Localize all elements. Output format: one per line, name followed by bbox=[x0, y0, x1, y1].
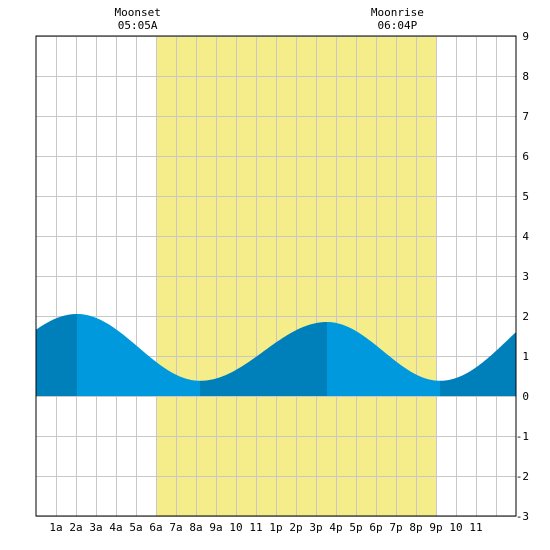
tide-layer bbox=[36, 314, 516, 396]
x-tick-label: 7a bbox=[169, 521, 182, 534]
moon-event-label: Moonset bbox=[114, 6, 160, 19]
x-tick-label: 10 bbox=[229, 521, 242, 534]
x-tick-label: 8p bbox=[409, 521, 422, 534]
x-tick-label: 11 bbox=[469, 521, 482, 534]
moon-event-label: Moonrise bbox=[371, 6, 424, 19]
x-tick-label: 2a bbox=[69, 521, 82, 534]
moon-event-time: 06:04P bbox=[377, 19, 417, 32]
x-tick-label: 4a bbox=[109, 521, 122, 534]
y-tick-label: 6 bbox=[522, 150, 529, 163]
y-tick-label: 0 bbox=[522, 390, 529, 403]
x-tick-label: 6a bbox=[149, 521, 162, 534]
x-tick-label: 8a bbox=[189, 521, 202, 534]
y-tick-label: 4 bbox=[522, 230, 529, 243]
y-tick-label: -2 bbox=[516, 470, 529, 483]
x-tick-label: 10 bbox=[449, 521, 462, 534]
x-tick-label: 7p bbox=[389, 521, 402, 534]
y-tick-label: 3 bbox=[522, 270, 529, 283]
x-tick-label: 9p bbox=[429, 521, 442, 534]
moon-event-time: 05:05A bbox=[118, 19, 158, 32]
grid-layer bbox=[36, 36, 516, 517]
y-tick-labels: -3 -2 -1 0 1 2 3 4 5 6 7 8 9 bbox=[516, 30, 530, 523]
y-tick-label: 5 bbox=[522, 190, 529, 203]
x-tick-label: 1p bbox=[269, 521, 282, 534]
tide-area-falling bbox=[77, 314, 200, 396]
x-tick-label: 3a bbox=[89, 521, 102, 534]
tide-area-rising bbox=[440, 332, 516, 396]
y-tick-label: 9 bbox=[522, 30, 529, 43]
x-tick-label: 9a bbox=[209, 521, 222, 534]
y-tick-label: 2 bbox=[522, 310, 529, 323]
y-tick-label: 7 bbox=[522, 110, 529, 123]
x-tick-label: 1a bbox=[49, 521, 62, 534]
x-tick-label: 5a bbox=[129, 521, 142, 534]
y-tick-label: 1 bbox=[522, 350, 529, 363]
x-tick-labels: 1a 2a 3a 4a 5a 6a 7a 8a 9a 10 11 1p 2p 3p 4p 5p 6p 7p 8p 9p… bbox=[49, 521, 482, 534]
plot-border bbox=[35, 35, 517, 517]
y-tick-label: -3 bbox=[516, 510, 529, 523]
x-tick-label: 3p bbox=[309, 521, 322, 534]
tide-area-falling bbox=[327, 322, 440, 396]
tide-area-rising bbox=[200, 322, 327, 396]
x-tick-label: 2p bbox=[289, 521, 302, 534]
x-tick-label: 5p bbox=[349, 521, 362, 534]
x-tick-label: 6p bbox=[369, 521, 382, 534]
y-tick-label: 8 bbox=[522, 70, 529, 83]
y-tick-label: -1 bbox=[516, 430, 529, 443]
tide-area-rising bbox=[36, 314, 77, 396]
x-tick-label: 4p bbox=[329, 521, 342, 534]
x-tick-label: 11 bbox=[249, 521, 262, 534]
